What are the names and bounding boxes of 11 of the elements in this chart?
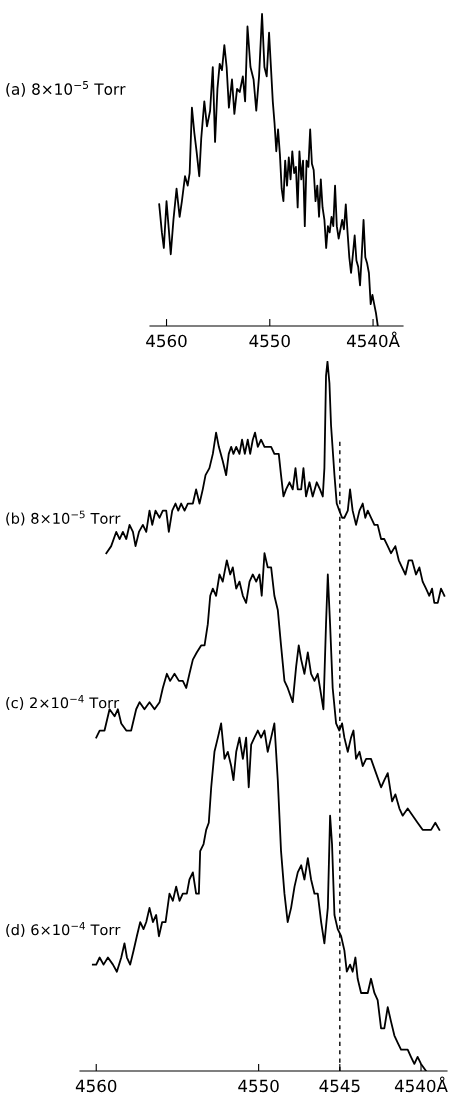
x-tick-label: 4540Å [346,331,400,348]
series-label: (b) 8×10$^{−5}$ Torr [6,510,121,526]
text: (a) 8×10$^{−5}$ Torr [6,81,126,97]
x-tick-label: 4550 [238,1079,279,1093]
series-label: (c) 2×10$^{−4}$ Torr [6,695,120,711]
x-tick-label: 4550 [249,334,290,348]
x-tick-label: 4560 [75,1079,117,1093]
x-tick-label: 4545 [319,1079,360,1093]
x-tick-label: 4560 [146,334,187,348]
series-label: (d) 6×10$^{−4}$ Torr [6,922,121,938]
x-tick-label: 4540Å [394,1076,448,1093]
